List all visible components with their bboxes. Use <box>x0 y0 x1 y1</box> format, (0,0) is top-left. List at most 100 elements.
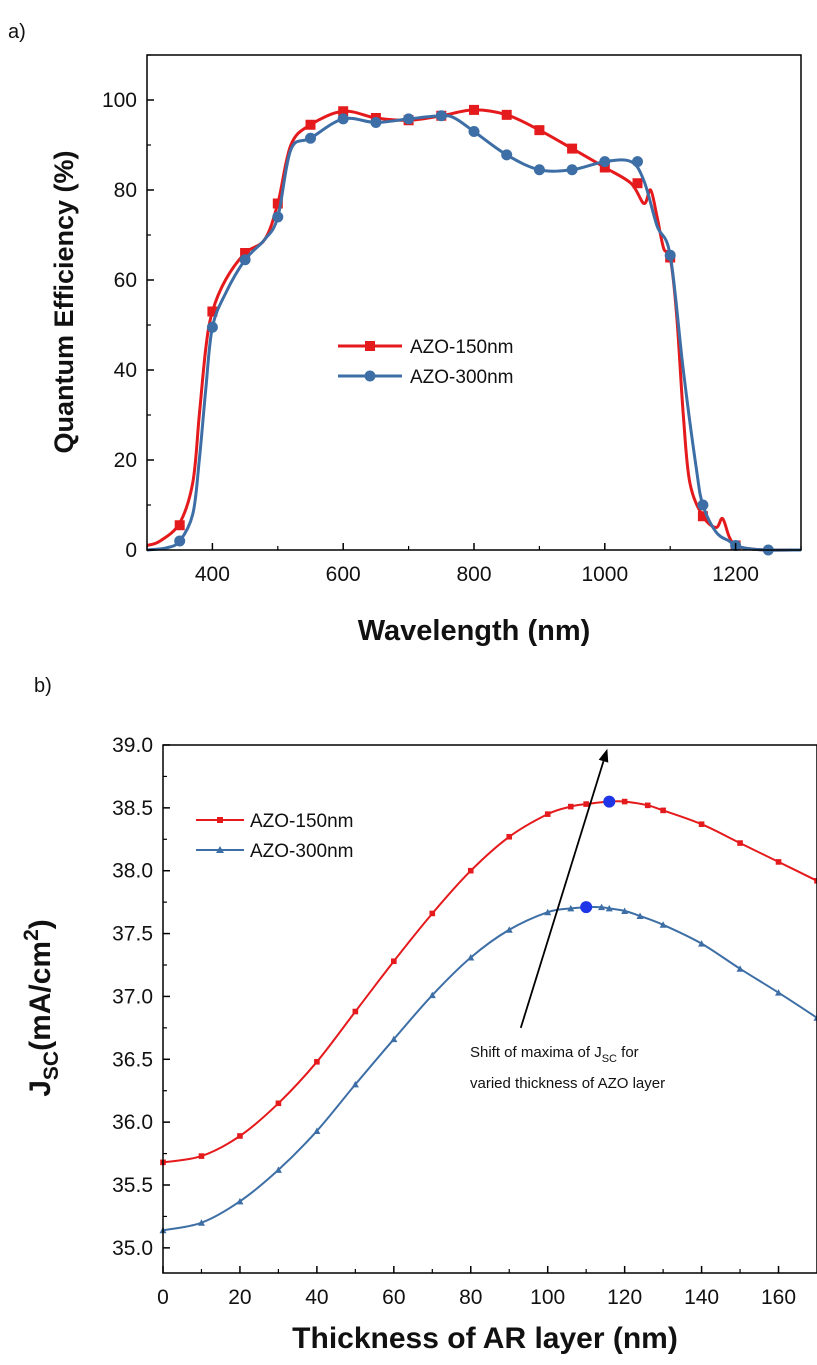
panel-a-series-0-point <box>272 198 283 209</box>
panel-b-series-line-1 <box>162 906 817 1232</box>
panel-b-series-1-point <box>313 1127 321 1134</box>
panel-b-series-0-point <box>698 821 705 827</box>
panel-a-series-1-point <box>468 126 480 137</box>
panel-a-series-1-point <box>174 535 186 547</box>
panel-b-x-axis-title: Thickness of AR layer (nm) <box>292 1322 678 1355</box>
panel-a-series-1-point <box>272 211 284 223</box>
panel-a-series-1-point <box>566 164 578 176</box>
panel-b-series-1-point <box>605 904 613 912</box>
panel-a-y-tick-label: 80 <box>114 179 137 202</box>
panel-a-series-1-point <box>370 117 382 128</box>
panel-b-series-1-point <box>775 989 783 996</box>
panel-a-series-1-point <box>664 249 676 261</box>
annotation-arrow-shaft <box>519 760 605 1029</box>
annotation-line-1-sub: SC <box>602 1053 617 1065</box>
panel-b-series-1-point <box>197 1219 205 1226</box>
legend-label-b-azo-150: AZO-150nm <box>250 811 353 832</box>
panel-b-series-0-point <box>352 1008 359 1015</box>
panel-b-series-0-point <box>567 803 574 810</box>
panel-b-x-tick-label: 0 <box>157 1286 169 1309</box>
legend-marker-azo-300 <box>364 370 376 382</box>
panel-b-series-1-point <box>351 1080 359 1088</box>
panel-b-y-tick-label: 37.5 <box>112 923 153 946</box>
panel-a-series-0-point <box>501 109 512 120</box>
panel-b-y-title-rest: (mA/cm <box>24 941 57 1051</box>
panel-b-x-tick-label: 120 <box>607 1286 642 1309</box>
panel-b: b) 0 20 40 60 80 100 120 140 160 35.0 35.5 36.0 36.5… <box>20 675 817 1355</box>
panel-a-series-1-point <box>305 132 316 144</box>
panel-b-x-tick-label: 140 <box>684 1286 719 1309</box>
panel-b-y-title-main: J <box>24 1080 57 1097</box>
panel-a-series-0-point <box>599 162 610 173</box>
panel-b-series-1-point <box>236 1197 244 1205</box>
panel-b-series-0-point <box>467 867 474 874</box>
panel-b-series-0-point <box>644 802 651 809</box>
panel-a: a) 400 600 800 1000 1200 0 20 40 60 80 100 Wavelen… <box>8 21 802 647</box>
panel-a-series-1-point <box>501 149 513 161</box>
panel-a-series-1-point <box>239 254 251 266</box>
panel-a-y-tick-label: 100 <box>102 89 137 112</box>
annotation-line-1: Shift of maxima of JSC for <box>470 1044 639 1065</box>
panel-b-y-title-sub: SC <box>40 1051 63 1080</box>
panel-b-y-tick-label: 39.0 <box>112 734 153 757</box>
legend-marker-b-azo-150 <box>217 817 223 823</box>
panel-a-x-tick-label: 800 <box>456 563 491 586</box>
panel-a-series-1-point <box>632 156 643 168</box>
panel-b-y-tick-label: 35.0 <box>112 1237 153 1260</box>
panel-a-series-1-point <box>697 499 709 511</box>
maximum-point-1 <box>580 901 593 914</box>
legend-label-azo-150: AZO-150nm <box>410 337 513 358</box>
panel-b-series-0-point <box>660 807 666 814</box>
panel-b-series-0-point <box>275 1100 282 1107</box>
panel-a-curves <box>146 104 802 556</box>
panel-a-series-0-point <box>534 125 545 136</box>
panel-b-series-1-point <box>813 1014 817 1021</box>
panel-b-series-0-point <box>429 910 436 917</box>
panel-a-ticks: 400 600 800 1000 1200 0 20 40 60 80 100 <box>102 54 802 586</box>
legend-marker-azo-150 <box>365 341 375 351</box>
panel-b-series-1-point <box>636 912 644 919</box>
panel-b-series-0-point <box>391 958 397 965</box>
panel-b-series-0-point <box>237 1133 243 1139</box>
panel-b-x-tick-label: 40 <box>305 1286 328 1309</box>
panel-b-series-1-point <box>698 940 706 947</box>
panel-b-y-title-sup: 2 <box>20 929 43 941</box>
panel-b-series-1-point <box>428 991 436 999</box>
panel-a-series-1-point <box>533 164 545 176</box>
panel-a-series-0-point <box>305 119 316 130</box>
annotation-line-1-prefix: Shift of maxima of J <box>470 1044 602 1061</box>
panel-b-plot-frame <box>162 744 817 1274</box>
panel-a-series-1-point <box>435 110 447 122</box>
panel-b-x-tick-label: 80 <box>459 1286 482 1309</box>
panel-a-series-0-point <box>632 178 643 189</box>
panel-a-y-tick-label: 40 <box>114 359 137 382</box>
panel-a-series-0-point <box>240 248 251 258</box>
legend-marker-b-azo-300 <box>216 846 224 853</box>
legend-label-b-azo-300: AZO-300nm <box>250 841 353 862</box>
panel-b-series-1-point <box>390 1035 398 1043</box>
panel-b-series-1-point <box>736 965 744 972</box>
panel-b-series-1-point <box>274 1166 282 1173</box>
panel-b-ticks: 0 20 40 60 80 100 120 140 160 35.0 35.5 36.0 36.5 37.… <box>112 734 796 1309</box>
panel-a-series-line-0 <box>146 108 802 552</box>
panel-b-series-0-point <box>544 811 551 817</box>
panel-b-series-0-point <box>737 840 743 846</box>
panel-b-series-0-point <box>775 859 782 865</box>
maximum-point-0 <box>603 795 616 808</box>
panel-b-y-tick-label: 37.0 <box>112 985 153 1008</box>
panel-b-y-axis-title: JSC(mA/cm2) <box>20 919 63 1097</box>
maxima-shift-annotation: Shift of maxima of JSC for varied thickn… <box>470 748 665 1092</box>
panel-a-series-0-point <box>207 306 218 317</box>
panel-b-series-1-point <box>467 953 475 961</box>
panel-a-series-0-point <box>567 143 578 154</box>
panel-b-series-1-point <box>621 907 629 914</box>
panel-a-series-1-point <box>206 321 218 333</box>
panel-a-series-0-point <box>697 511 708 522</box>
panel-b-x-tick-label: 160 <box>761 1286 796 1309</box>
panel-a-x-axis-title: Wavelength (nm) <box>358 615 591 647</box>
panel-b-x-tick-label: 60 <box>382 1286 405 1309</box>
panel-b-series-1-point <box>598 903 606 911</box>
annotation-line-2: varied thickness of AZO layer <box>470 1075 665 1092</box>
panel-b-series-0-point <box>583 801 589 807</box>
